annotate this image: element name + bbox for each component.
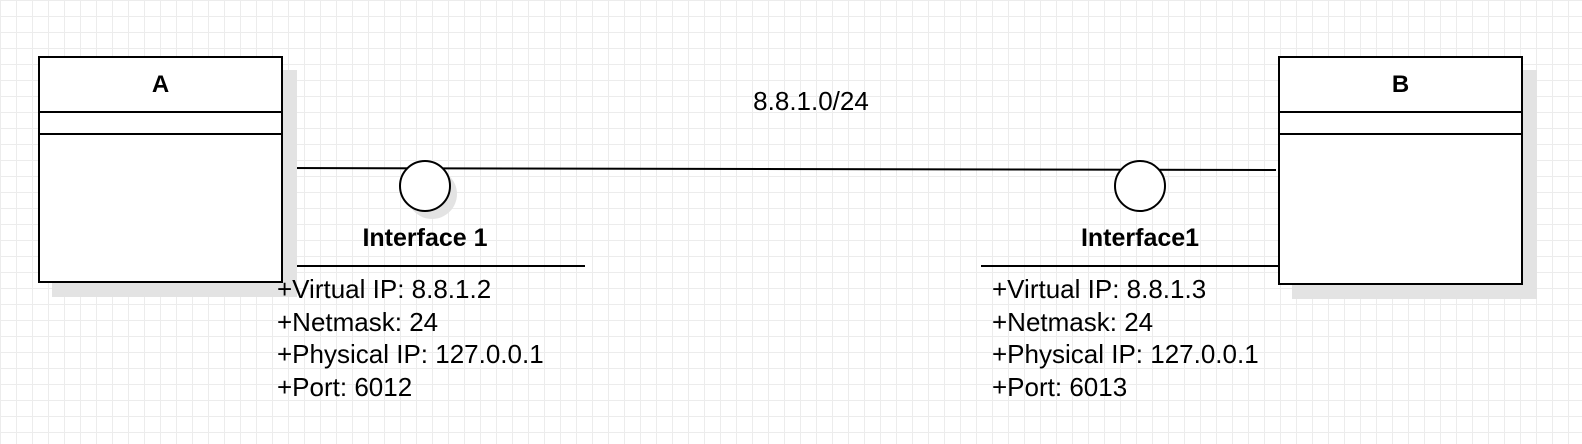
interface-a-port-icon[interactable]: [399, 160, 451, 212]
node-b-title: B: [1280, 58, 1521, 113]
interface-a-physical-ip: +Physical IP: 127.0.0.1: [277, 339, 544, 370]
node-b-attributes: [1280, 113, 1521, 135]
node-a-attributes: [40, 113, 281, 135]
node-a-box[interactable]: A: [38, 56, 283, 283]
interface-a-netmask: +Netmask: 24: [277, 306, 439, 337]
interface-b-netmask: +Netmask: 24: [992, 306, 1154, 337]
network-link-line: [284, 167, 1277, 171]
interface-b-port-icon[interactable]: [1114, 160, 1166, 212]
interface-b-port: +Port: 6013: [992, 372, 1128, 403]
interface-a-properties: +Virtual IP: 8.8.1.2 +Netmask: 24 +Physi…: [277, 273, 544, 404]
interface-a-virtual-ip: +Virtual IP: 8.8.1.2: [277, 274, 492, 304]
network-label: 8.8.1.0/24: [753, 86, 869, 116]
interface-b-virtual-ip: +Virtual IP: 8.8.1.3: [992, 274, 1207, 304]
interface-a-name: Interface 1: [362, 224, 488, 252]
interface-a-port: +Port: 6012: [277, 372, 413, 403]
node-b-box[interactable]: B: [1278, 56, 1523, 285]
interface-b-properties: +Virtual IP: 8.8.1.3 +Netmask: 24 +Physi…: [992, 273, 1259, 404]
node-a-title: A: [40, 58, 281, 113]
interface-b-physical-ip: +Physical IP: 127.0.0.1: [992, 339, 1259, 370]
interface-b-name: Interface1: [1080, 224, 1200, 252]
